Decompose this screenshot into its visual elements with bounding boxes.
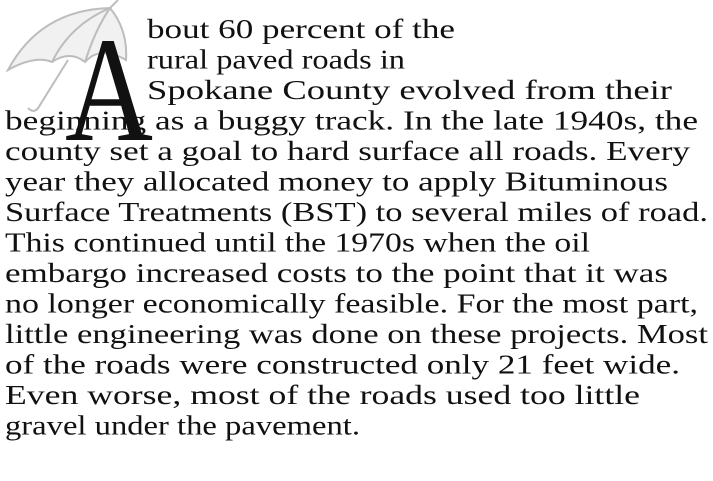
body-line: embargo increased costs to the point tha…: [5, 258, 668, 288]
body-line: little engineering was done on these pro…: [5, 319, 709, 349]
body-line: Surface Treatments (BST) to several mile…: [5, 197, 708, 227]
page: A bout 60 percent of therural paved road…: [0, 0, 713, 481]
body-line: Spokane County evolved from their: [147, 75, 672, 105]
body-line: year they allocated money to apply Bitum…: [5, 167, 668, 197]
body-line: of the roads were constructed only 21 fe…: [5, 350, 680, 380]
body-line: rural paved roads in: [147, 45, 406, 75]
body-line: This continued until the 1970s when the …: [5, 228, 590, 258]
body-line: beginning as a buggy track. In the late …: [5, 106, 698, 136]
body-line: bout 60 percent of the: [147, 14, 455, 44]
body-line: gravel under the pavement.: [5, 411, 360, 441]
body-line: no longer economically feasible. For the…: [5, 289, 698, 319]
body-line: Even worse, most of the roads used too l…: [5, 380, 640, 410]
body-line: county set a goal to hard surface all ro…: [5, 136, 691, 166]
